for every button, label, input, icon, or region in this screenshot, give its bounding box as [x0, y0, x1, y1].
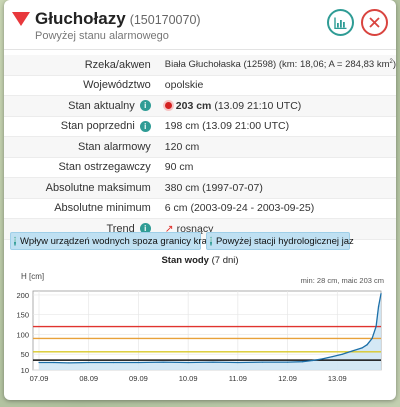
- info-icon: i: [14, 236, 16, 246]
- data-point: [212, 361, 214, 363]
- row-warning-level: Stan ostrzegawczy 90 cm: [4, 157, 396, 178]
- data-point: [375, 325, 377, 328]
- alarm-level-value: 120 cm: [156, 136, 396, 158]
- row-absolute-max: Absolutne maksimum 380 cm (1997-07-07): [4, 177, 396, 199]
- info-icon[interactable]: i: [139, 223, 151, 235]
- alarm-dot-icon: [164, 102, 172, 110]
- current-level-bold: 203 cm: [175, 99, 212, 112]
- voivodeship-value: opolskie: [156, 75, 396, 96]
- station-info-table: Rzeka/akwen Biała Głuchołaska (12598) (k…: [4, 55, 396, 240]
- series-line: [39, 293, 382, 364]
- x-tick-label: 08.09: [79, 374, 98, 383]
- chart-button[interactable]: [327, 9, 354, 36]
- data-point: [262, 361, 264, 363]
- absolute-max-value: 380 cm (1997-07-07): [156, 177, 396, 199]
- data-point: [112, 361, 115, 364]
- previous-level-label: Stan poprzedni: [60, 120, 135, 133]
- data-point: [331, 355, 333, 358]
- header-divider: [4, 49, 396, 50]
- x-tick-label: 13.09: [328, 374, 347, 383]
- station-popup: Głuchołazy (150170070) Powyżej stanu alar…: [4, 0, 396, 400]
- current-level-label: Stan aktualny: [68, 99, 135, 112]
- info-icon[interactable]: i: [139, 120, 151, 132]
- tag-above-weir-label: Powyżej stacji hydrologicznej jaz: [215, 235, 354, 247]
- x-tick-label: 12.09: [278, 374, 297, 383]
- data-point: [321, 358, 323, 360]
- y-tick-label: 10: [21, 366, 29, 375]
- row-previous-level: Stan poprzedni i 198 cm (13.09 21:00 UTC): [4, 116, 396, 137]
- data-point: [371, 337, 373, 339]
- station-title: Głuchołazy (150170070): [35, 9, 201, 29]
- data-point: [53, 361, 55, 364]
- data-point: [88, 361, 90, 364]
- absolute-min-value: 6 cm (2003-09-24 - 2003-09-25): [156, 198, 396, 219]
- voivodeship-label: Województwo: [4, 75, 157, 96]
- row-river: Rzeka/akwen Biała Głuchołaska (12598) (k…: [4, 55, 396, 76]
- x-tick-label: 07.09: [30, 374, 49, 383]
- warning-level-value: 90 cm: [156, 157, 396, 178]
- alarm-triangle-icon: [12, 12, 30, 26]
- chart-title: Stan wody (7 dni): [4, 255, 396, 266]
- tag-foreign-influence-label: Wpływ urządzeń wodnych spoza granicy kra…: [19, 235, 215, 247]
- trend-up-arrow-icon: ↗: [164, 222, 174, 235]
- x-tick-label: 10.09: [179, 374, 198, 383]
- river-label: Rzeka/akwen: [4, 55, 157, 76]
- data-point: [68, 362, 70, 364]
- river-text: Biała Głuchołaska (12598) (km: 18,06; A …: [164, 59, 390, 71]
- data-point: [366, 344, 368, 346]
- previous-level-value: 198 cm (13.09 21:00 UTC): [156, 116, 396, 137]
- close-button[interactable]: [361, 9, 388, 36]
- chart-min-max: min: 28 cm, maic 203 cm: [300, 276, 384, 285]
- x-tick-label: 09.09: [129, 374, 148, 383]
- data-point: [311, 359, 314, 362]
- data-point: [377, 306, 380, 308]
- river-value: Biała Głuchołaska (12598) (km: 18,06; A …: [156, 55, 396, 76]
- row-alarm-level: Stan alarmowy 120 cm: [4, 136, 396, 158]
- absolute-max-label: Absolutne maksimum: [4, 177, 157, 199]
- data-point: [162, 361, 164, 363]
- series-area: [39, 293, 381, 370]
- trend-text: rosnący: [176, 222, 214, 235]
- water-level-chart: 10 50 100 150 200 07.09 08.09 09.09 10.09 11.09 12…: [16, 290, 382, 383]
- data-point: [137, 361, 140, 364]
- warning-level-label: Stan ostrzegawczy: [4, 157, 157, 178]
- chart-title-text: Stan wody: [161, 255, 209, 266]
- row-voivodeship: Województwo opolskie: [4, 75, 396, 96]
- y-tick-label: 100: [16, 330, 29, 339]
- tag-foreign-influence[interactable]: i Wpływ urządzeń wodnych spoza granicy kr…: [10, 232, 214, 250]
- absolute-min-label: Absolutne minimum: [4, 198, 157, 219]
- station-code: (150170070): [129, 13, 201, 27]
- data-point: [380, 293, 382, 295]
- current-level-value: 203 cm (13.09 21:10 UTC): [156, 95, 396, 117]
- data-point: [237, 361, 239, 364]
- current-level-time: (13.09 21:10 UTC): [214, 99, 302, 112]
- alarm-level-label: Stan alarmowy: [4, 136, 157, 158]
- station-name: Głuchołazy: [35, 9, 126, 28]
- river-sup: 2: [389, 59, 393, 66]
- popup-header: Głuchołazy (150170070) Powyżej stanu alar…: [4, 0, 396, 50]
- x-tick-label: 11.09: [229, 374, 247, 383]
- bar-chart-icon: [334, 17, 347, 29]
- data-point: [38, 361, 40, 364]
- data-point: [341, 353, 343, 355]
- y-tick-label: 150: [16, 311, 29, 320]
- chart-subtitle: (7 dni): [211, 255, 239, 266]
- data-point: [351, 350, 353, 352]
- close-icon: [369, 17, 380, 28]
- y-tick-label: 200: [16, 291, 29, 300]
- data-point: [301, 361, 304, 363]
- station-status: Powyżej stanu alarmowego: [35, 30, 169, 42]
- trend-label: Trend: [106, 222, 135, 235]
- chart-y-label: H [cm]: [21, 272, 45, 281]
- y-tick-label: 50: [21, 350, 29, 359]
- data-point: [361, 347, 363, 349]
- data-point: [286, 361, 289, 363]
- row-current-level: Stan aktualny i 203 cm (13.09 21:10 UTC): [4, 95, 396, 117]
- data-point: [187, 361, 189, 364]
- info-icon[interactable]: i: [139, 100, 151, 112]
- info-icon: i: [210, 236, 212, 246]
- tag-above-weir[interactable]: i Powyżej stacji hydrologicznej jaz: [206, 232, 354, 250]
- row-absolute-min: Absolutne minimum 6 cm (2003-09-24 - 200…: [4, 198, 396, 219]
- river-tail: ): [392, 59, 396, 71]
